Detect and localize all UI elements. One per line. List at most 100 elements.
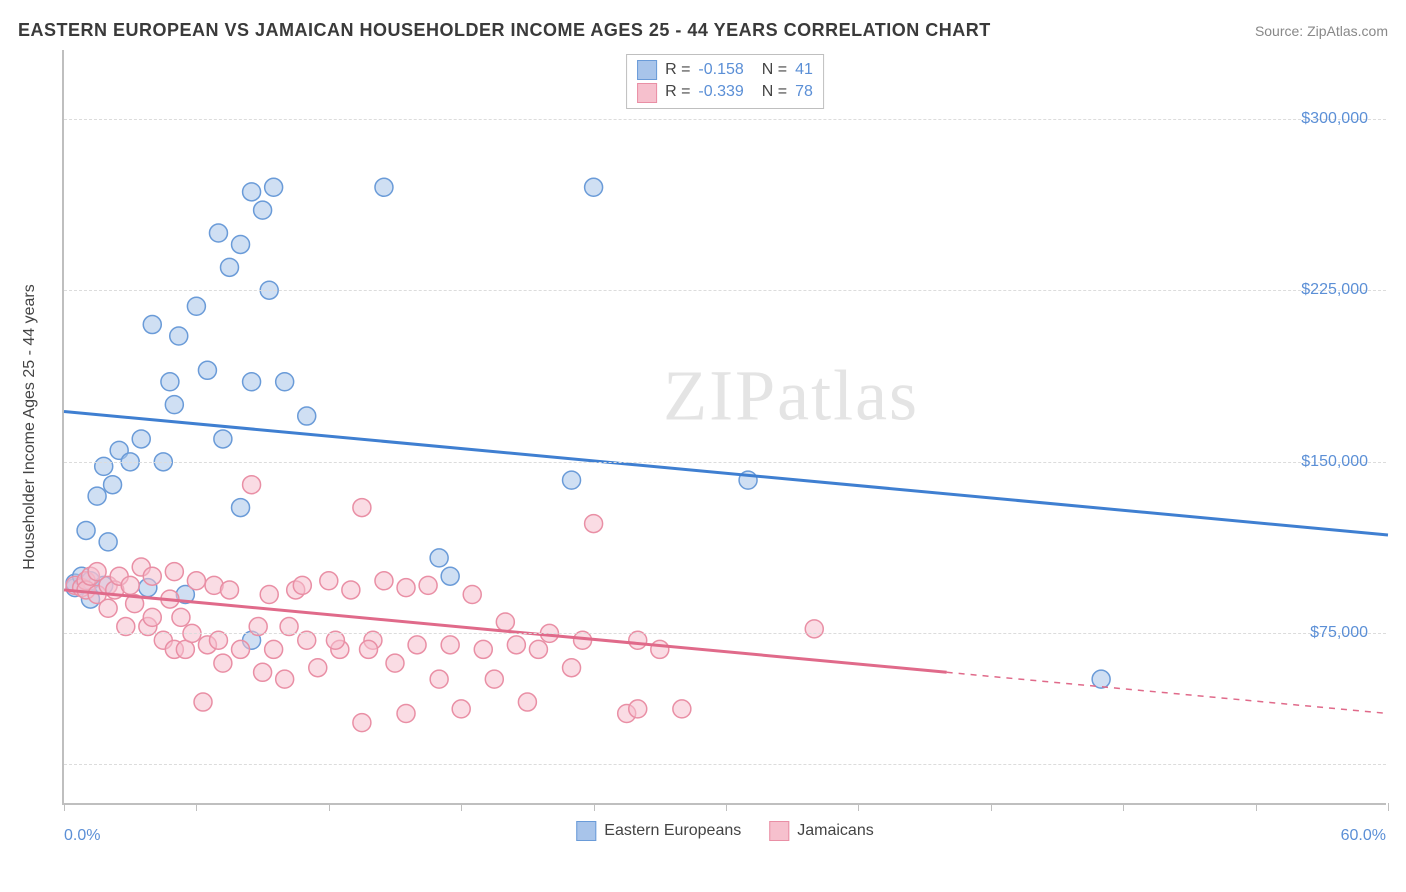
x-tick: [1123, 803, 1124, 811]
legend-label-1: Eastern Europeans: [604, 822, 741, 840]
scatter-point: [419, 576, 437, 594]
scatter-point: [375, 572, 393, 590]
scatter-point: [143, 567, 161, 585]
y-tick-label: $150,000: [1301, 453, 1368, 471]
scatter-point: [143, 608, 161, 626]
scatter-point: [221, 581, 239, 599]
stats-row-series1: R = -0.158 N = 41: [637, 59, 813, 81]
scatter-point: [214, 430, 232, 448]
legend-swatch-2: [769, 821, 789, 841]
legend-item-series2: Jamaicans: [769, 821, 873, 841]
y-tick-label: $75,000: [1310, 624, 1368, 642]
x-tick: [858, 803, 859, 811]
swatch-series2: [637, 83, 657, 103]
x-tick: [329, 803, 330, 811]
scatter-point: [221, 258, 239, 276]
scatter-point: [209, 224, 227, 242]
trendline-dashed: [947, 672, 1388, 713]
scatter-point: [496, 613, 514, 631]
scatter-point: [585, 515, 603, 533]
x-tick: [991, 803, 992, 811]
y-tick-label: $225,000: [1301, 281, 1368, 299]
scatter-point: [293, 576, 311, 594]
scatter-point: [673, 700, 691, 718]
scatter-point: [320, 572, 338, 590]
scatter-point: [397, 579, 415, 597]
legend-swatch-1: [576, 821, 596, 841]
scatter-point: [232, 640, 250, 658]
scatter-point: [474, 640, 492, 658]
scatter-point: [243, 373, 261, 391]
scatter-point: [276, 373, 294, 391]
scatter-point: [452, 700, 470, 718]
scatter-point: [518, 693, 536, 711]
gridline-h: [64, 462, 1386, 463]
scatter-point: [805, 620, 823, 638]
scatter-point: [265, 640, 283, 658]
scatter-point: [309, 659, 327, 677]
stat-n-label: N =: [762, 59, 787, 81]
scatter-point: [172, 608, 190, 626]
scatter-point: [187, 297, 205, 315]
scatter-point: [353, 714, 371, 732]
scatter-point: [243, 183, 261, 201]
scatter-point: [99, 533, 117, 551]
plot-area: ZIPatlas Householder Income Ages 25 - 44…: [62, 50, 1386, 805]
scatter-point: [232, 499, 250, 517]
scatter-point: [194, 693, 212, 711]
legend-label-2: Jamaicans: [797, 822, 873, 840]
scatter-point: [375, 178, 393, 196]
gridline-h: [64, 633, 1386, 634]
scatter-point: [430, 670, 448, 688]
scatter-point: [99, 599, 117, 617]
stat-r-value-1: -0.158: [698, 59, 743, 81]
scatter-point: [232, 235, 250, 253]
x-tick: [196, 803, 197, 811]
scatter-point: [77, 521, 95, 539]
stat-n-label: N =: [762, 81, 787, 103]
scatter-point: [165, 396, 183, 414]
scatter-point: [132, 430, 150, 448]
x-tick: [461, 803, 462, 811]
x-tick: [1256, 803, 1257, 811]
scatter-point: [441, 636, 459, 654]
scatter-point: [298, 407, 316, 425]
scatter-point: [441, 567, 459, 585]
stat-r-label: R =: [665, 59, 690, 81]
series-legend: Eastern Europeans Jamaicans: [576, 821, 873, 841]
scatter-point: [104, 476, 122, 494]
scatter-point: [121, 576, 139, 594]
scatter-point: [95, 457, 113, 475]
x-tick: [594, 803, 595, 811]
x-tick: [64, 803, 65, 811]
scatter-point: [507, 636, 525, 654]
y-tick-label: $300,000: [1301, 110, 1368, 128]
scatter-point: [254, 663, 272, 681]
legend-item-series1: Eastern Europeans: [576, 821, 741, 841]
stats-legend-box: R = -0.158 N = 41 R = -0.339 N = 78: [626, 54, 824, 109]
scatter-point: [397, 704, 415, 722]
scatter-point: [485, 670, 503, 688]
scatter-point: [342, 581, 360, 599]
scatter-point: [529, 640, 547, 658]
scatter-point: [260, 586, 278, 604]
chart-source: Source: ZipAtlas.com: [1255, 23, 1388, 39]
x-tick: [1388, 803, 1389, 811]
scatter-point: [243, 476, 261, 494]
scatter-point: [276, 670, 294, 688]
x-axis-end-label: 60.0%: [1341, 827, 1386, 845]
trendline: [64, 411, 1388, 535]
scatter-point: [187, 572, 205, 590]
stat-n-value-2: 78: [795, 81, 813, 103]
stat-r-value-2: -0.339: [698, 81, 743, 103]
scatter-point: [629, 700, 647, 718]
gridline-h: [64, 764, 1386, 765]
scatter-point: [585, 178, 603, 196]
scatter-point: [161, 373, 179, 391]
x-tick: [726, 803, 727, 811]
scatter-point: [463, 586, 481, 604]
gridline-h: [64, 290, 1386, 291]
y-axis-title: Householder Income Ages 25 - 44 years: [21, 284, 39, 570]
scatter-point: [386, 654, 404, 672]
scatter-point: [170, 327, 188, 345]
